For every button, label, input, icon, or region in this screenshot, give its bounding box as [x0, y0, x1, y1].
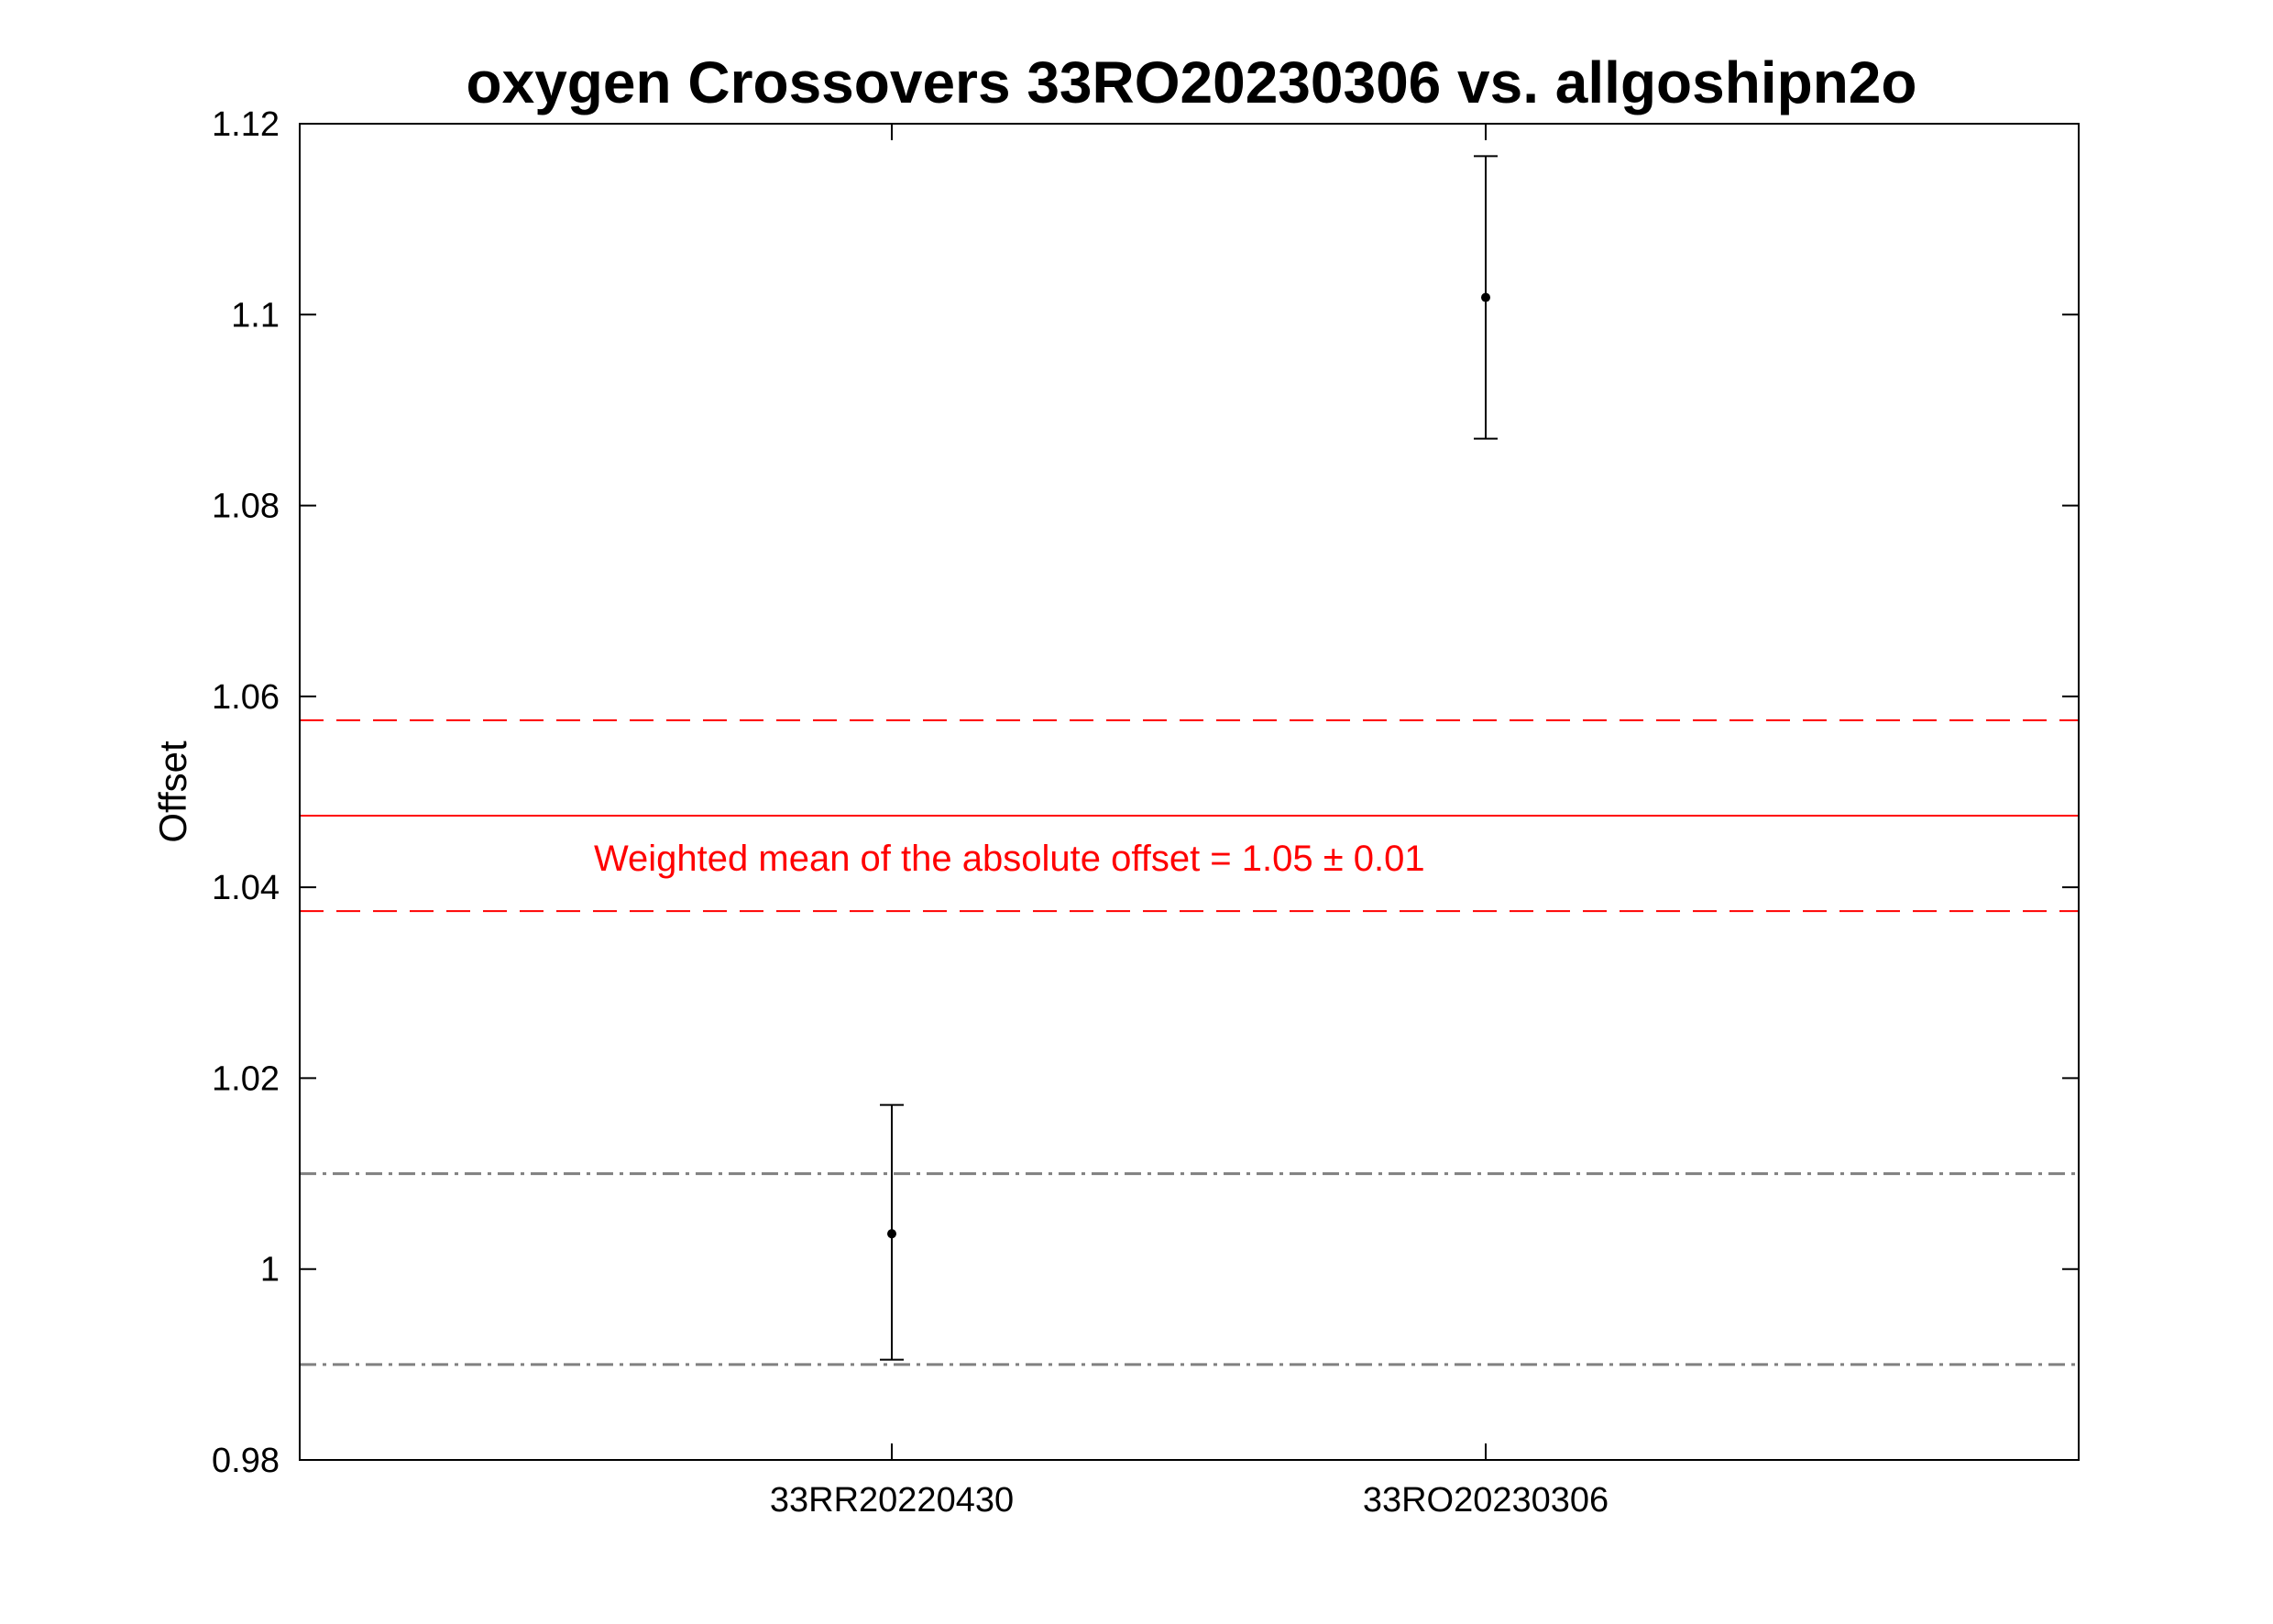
weighted-mean-lines [300, 719, 2079, 913]
y-axis-label: Offset [151, 741, 194, 843]
y-tick-label: 1.04 [212, 869, 280, 907]
reference-band [300, 1172, 2079, 1366]
x-tick-label: 33RO20230306 [1363, 1481, 1609, 1520]
plot-frame [299, 123, 2080, 1461]
y-tick-label: 1.06 [212, 678, 280, 717]
y-tick-label: 1.12 [212, 105, 280, 144]
y-tick-label: 1.02 [212, 1059, 280, 1098]
data-point [1481, 292, 1490, 302]
data-point-group [1474, 155, 1498, 440]
y-tick-label: 0.98 [212, 1442, 280, 1480]
x-tick-label: 33RR20220430 [770, 1481, 1014, 1520]
data-point [887, 1229, 896, 1239]
y-tick-label: 1 [260, 1251, 280, 1289]
y-tick-label: 1.1 [231, 296, 280, 335]
y-tick-label: 1.08 [212, 488, 280, 526]
data-points [880, 155, 1498, 1361]
y-axis: 0.98 1 1.02 1.04 1.06 1.08 1.1 1.12 [212, 105, 2079, 1480]
data-point-group [880, 1103, 904, 1361]
chart-title: oxygen Crossovers 33RO20230306 vs. allgo… [467, 49, 1917, 115]
x-axis: 33RR20220430 33RO20230306 [770, 124, 1609, 1520]
weighted-mean-annotation: Weighted mean of the absolute offset = 1… [594, 839, 1425, 879]
